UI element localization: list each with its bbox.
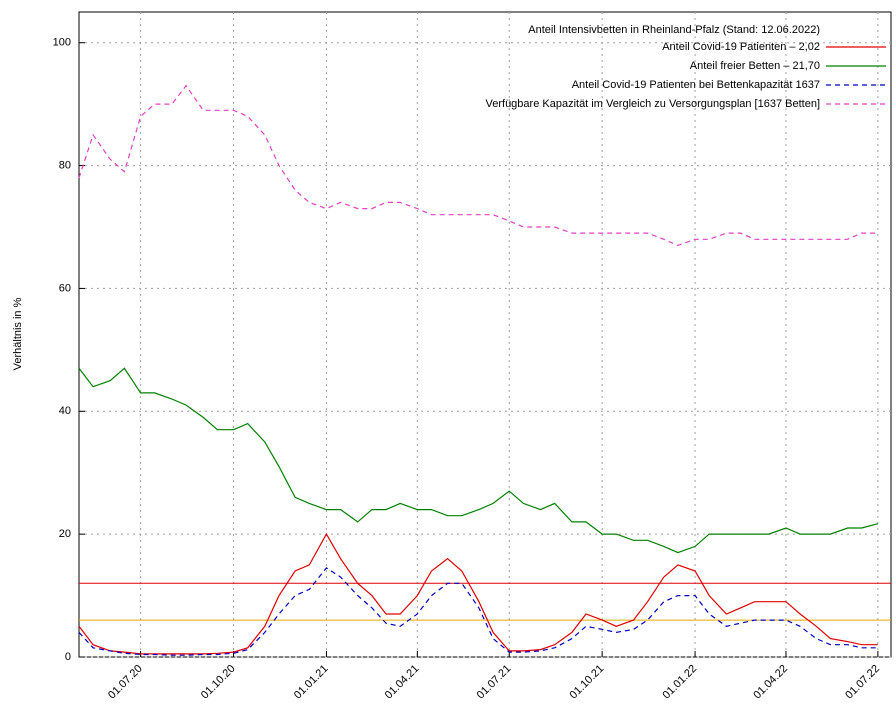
- y-tick-label: 100: [53, 37, 71, 49]
- legend-label: Anteil freier Betten – 21,70: [690, 60, 820, 72]
- x-tick-label: 01.07.21: [475, 663, 514, 702]
- x-tick-label: 01.04.22: [751, 663, 790, 702]
- plot-frame: [78, 11, 892, 658]
- series-line: [78, 567, 878, 656]
- y-tick-label: 40: [59, 405, 71, 417]
- legend-label: Anteil Covid-19 Patienten bei Bettenkapa…: [572, 79, 820, 91]
- legend-label: Anteil Covid-19 Patienten – 2,02: [662, 41, 820, 53]
- series-line: [78, 532, 878, 655]
- legend-title: Anteil Intensivbetten in Rheinland-Pfalz…: [528, 24, 820, 36]
- x-tick-label: 01.01.21: [292, 663, 331, 702]
- y-tick-label: 80: [59, 159, 71, 171]
- y-axis-label: Verhältnis in %: [12, 297, 24, 370]
- x-tick-label: 01.07.22: [843, 663, 882, 702]
- y-tick-label: 0: [65, 651, 71, 663]
- x-tick-label: 01.10.21: [568, 663, 607, 702]
- x-tick-label: 01.07.20: [106, 663, 145, 702]
- y-tick-label: 20: [59, 528, 71, 540]
- legend-label: Verfügbare Kapazität im Vergleich zu Ver…: [486, 98, 821, 110]
- x-tick-label: 01.04.21: [383, 663, 422, 702]
- series-line: [78, 367, 879, 554]
- x-tick-label: 01.01.22: [660, 663, 699, 702]
- series-line: [78, 84, 878, 247]
- y-tick-label: 60: [59, 282, 71, 294]
- x-tick-label: 01.10.20: [199, 663, 238, 702]
